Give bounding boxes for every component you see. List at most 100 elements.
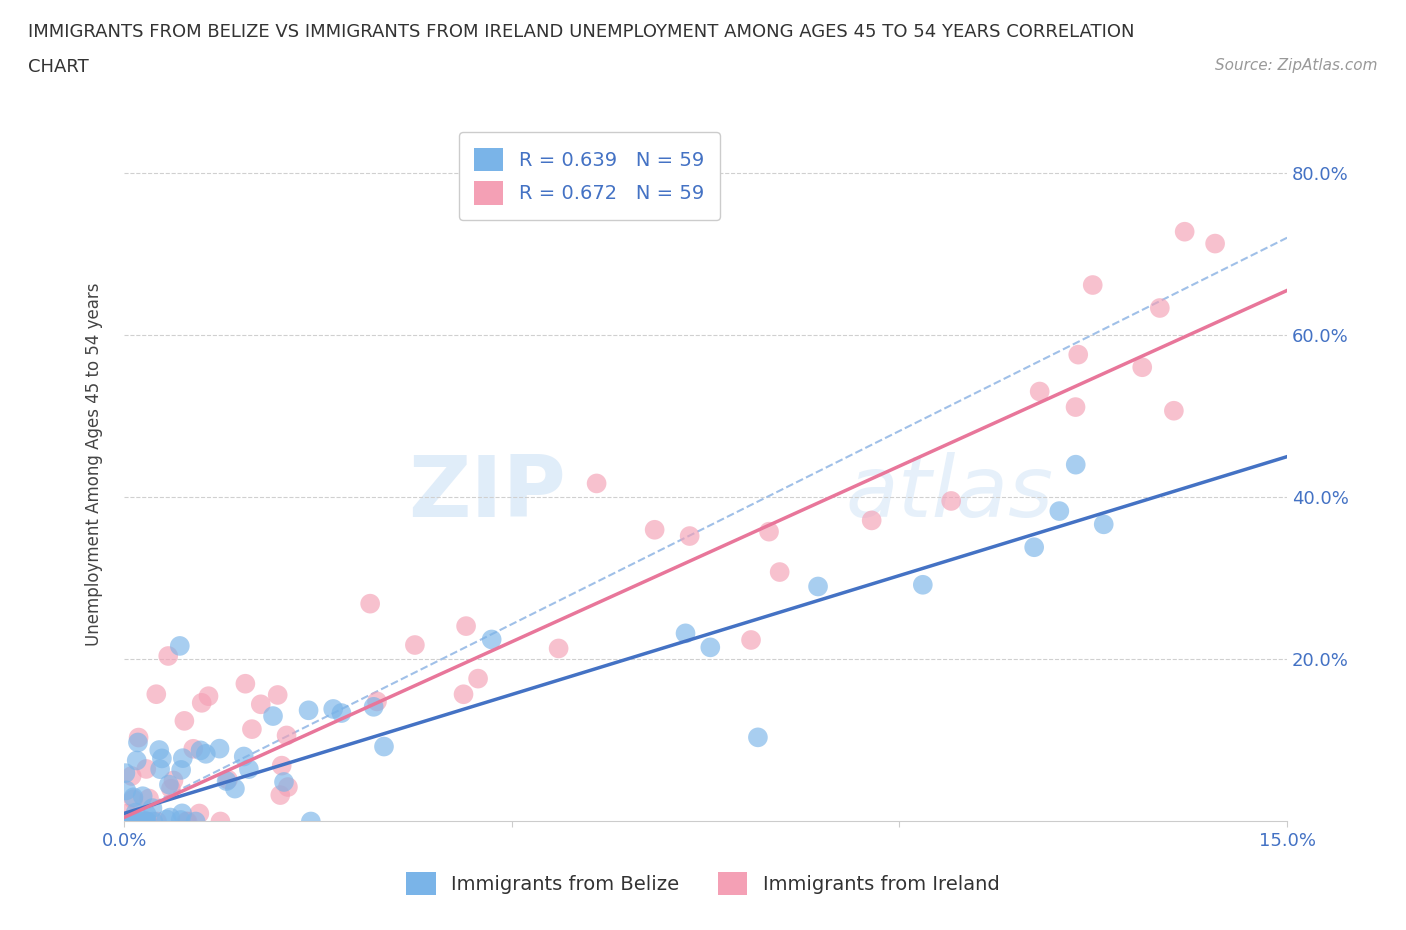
Point xyxy=(122,791,145,806)
Point xyxy=(197,689,219,704)
Point xyxy=(363,699,385,714)
Point xyxy=(1024,539,1046,554)
Point xyxy=(330,706,353,721)
Point xyxy=(262,709,284,724)
Point xyxy=(276,728,298,743)
Point xyxy=(1204,236,1226,251)
Point xyxy=(675,626,697,641)
Point xyxy=(911,578,934,592)
Point xyxy=(1047,504,1070,519)
Point xyxy=(941,494,963,509)
Point xyxy=(122,814,145,829)
Point xyxy=(217,772,239,787)
Point xyxy=(1163,404,1185,418)
Point xyxy=(135,762,157,777)
Point xyxy=(114,765,136,780)
Point xyxy=(208,741,231,756)
Point xyxy=(172,751,194,765)
Point xyxy=(758,525,780,539)
Point xyxy=(160,781,183,796)
Point xyxy=(135,807,157,822)
Point xyxy=(209,814,232,829)
Point xyxy=(297,703,319,718)
Y-axis label: Unemployment Among Ages 45 to 54 years: Unemployment Among Ages 45 to 54 years xyxy=(86,283,103,646)
Point xyxy=(215,774,238,789)
Point xyxy=(149,762,172,777)
Point xyxy=(127,735,149,750)
Point xyxy=(585,476,607,491)
Point xyxy=(124,814,146,829)
Point xyxy=(194,747,217,762)
Point xyxy=(135,814,157,829)
Point xyxy=(122,790,145,804)
Text: ZIP: ZIP xyxy=(408,452,567,535)
Point xyxy=(157,777,180,792)
Point xyxy=(136,814,159,829)
Point xyxy=(115,783,138,798)
Point xyxy=(162,773,184,788)
Point xyxy=(860,513,883,528)
Point xyxy=(170,763,193,777)
Point xyxy=(157,648,180,663)
Point xyxy=(249,697,271,711)
Point xyxy=(114,814,136,829)
Point xyxy=(547,641,569,656)
Point xyxy=(172,806,194,821)
Text: CHART: CHART xyxy=(28,58,89,75)
Point xyxy=(404,638,426,653)
Text: Source: ZipAtlas.com: Source: ZipAtlas.com xyxy=(1215,58,1378,73)
Point xyxy=(122,814,145,829)
Point xyxy=(120,814,142,829)
Text: atlas: atlas xyxy=(845,452,1053,535)
Point xyxy=(1028,384,1050,399)
Point xyxy=(121,813,143,828)
Text: IMMIGRANTS FROM BELIZE VS IMMIGRANTS FROM IRELAND UNEMPLOYMENT AMONG AGES 45 TO : IMMIGRANTS FROM BELIZE VS IMMIGRANTS FRO… xyxy=(28,23,1135,41)
Point xyxy=(699,640,721,655)
Point xyxy=(644,523,666,538)
Point xyxy=(299,814,322,829)
Point xyxy=(134,814,156,829)
Point xyxy=(138,791,160,806)
Legend: R = 0.639   N = 59, R = 0.672   N = 59: R = 0.639 N = 59, R = 0.672 N = 59 xyxy=(458,132,720,220)
Point xyxy=(184,814,207,829)
Point xyxy=(1064,458,1087,472)
Point xyxy=(190,743,212,758)
Point xyxy=(235,676,257,691)
Point xyxy=(1067,347,1090,362)
Point xyxy=(747,730,769,745)
Point xyxy=(128,730,150,745)
Point xyxy=(1130,360,1153,375)
Point xyxy=(125,805,148,820)
Point xyxy=(454,618,477,633)
Point xyxy=(135,814,157,829)
Point xyxy=(115,806,138,821)
Point xyxy=(269,788,291,803)
Point xyxy=(1081,277,1104,292)
Point xyxy=(1092,517,1115,532)
Point xyxy=(1149,300,1171,315)
Point xyxy=(150,751,173,765)
Point xyxy=(467,671,489,686)
Legend: Immigrants from Belize, Immigrants from Ireland: Immigrants from Belize, Immigrants from … xyxy=(391,857,1015,911)
Point xyxy=(170,813,193,828)
Point xyxy=(453,687,475,702)
Point xyxy=(135,814,157,829)
Point xyxy=(359,596,381,611)
Point xyxy=(769,565,792,579)
Point xyxy=(121,768,143,783)
Point xyxy=(169,639,191,654)
Point xyxy=(131,789,153,804)
Point xyxy=(224,781,246,796)
Point xyxy=(176,814,198,829)
Point xyxy=(232,749,254,764)
Point xyxy=(695,190,717,205)
Point xyxy=(1174,224,1197,239)
Point xyxy=(190,696,212,711)
Point xyxy=(176,814,198,829)
Point xyxy=(481,632,503,647)
Point xyxy=(145,686,167,701)
Point xyxy=(146,814,169,829)
Point xyxy=(181,741,204,756)
Point xyxy=(188,806,211,821)
Point xyxy=(238,762,260,777)
